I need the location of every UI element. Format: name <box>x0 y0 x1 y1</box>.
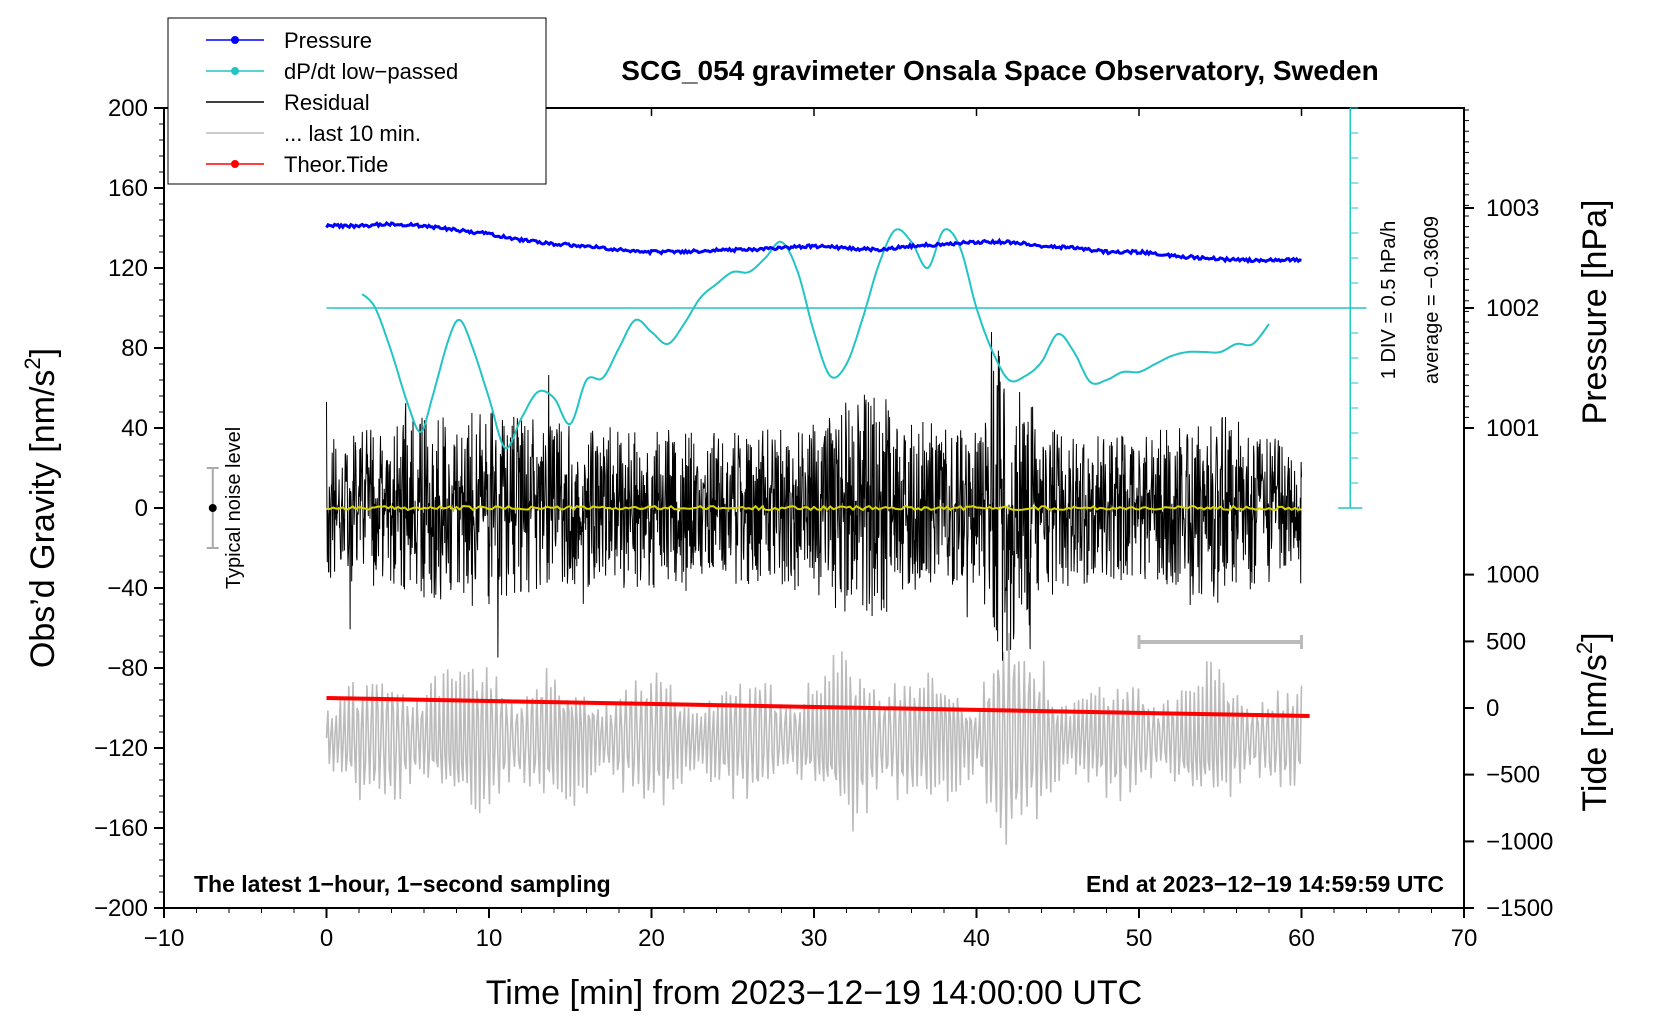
x-tick-label: 40 <box>963 925 990 952</box>
residual-series <box>326 331 1302 661</box>
chart-title: SCG_054 gravimeter Onsala Space Observat… <box>621 55 1378 86</box>
y-tick-label: 40 <box>121 415 148 442</box>
pressure-series <box>325 220 1302 265</box>
tide-axis-ticks: −1500 −1000 −500 0 500 1000 <box>1464 562 1553 922</box>
legend-box <box>167 17 547 185</box>
x-tick-label: 10 <box>476 925 503 952</box>
tide-tick-label: −1000 <box>1486 828 1553 855</box>
legend-marker <box>231 36 239 44</box>
tide-axis-label-end: ] <box>1576 632 1614 641</box>
y-tick-label: −80 <box>107 655 148 682</box>
legend-label: dP/dt low−passed <box>284 59 458 84</box>
y-tick-label: 160 <box>108 175 148 202</box>
tide-series <box>326 696 1310 718</box>
x-tick-label: 30 <box>801 925 828 952</box>
y-tick-label: −120 <box>94 735 148 762</box>
legend-label: Residual <box>284 90 370 115</box>
x-tick-label: 60 <box>1288 925 1315 952</box>
tide-tick-label: 0 <box>1486 695 1499 722</box>
noise-level-label: Typical noise level <box>223 427 245 589</box>
y-tick-label: 80 <box>121 335 148 362</box>
legend: Pressure dP/dt low−passed Residual ... last… <box>167 17 547 185</box>
tide-axis-label: Tide [nm/s2] <box>1572 632 1614 811</box>
pressure-axis-ticks: 1001 1002 1003 <box>1464 109 1539 442</box>
last-10-min-line <box>325 633 1303 845</box>
legend-marker <box>231 67 239 75</box>
tide-tick-label: −1500 <box>1486 895 1553 922</box>
x-tick-label: 0 <box>320 925 333 952</box>
legend-marker <box>231 160 239 168</box>
smoothed-residual-series <box>326 504 1302 512</box>
footer-right-label: End at 2023−12−19 14:59:59 UTC <box>1086 871 1444 897</box>
x-axis-label: Time [min] from 2023−12−19 14:00:00 UTC <box>486 974 1142 1012</box>
legend-label: Pressure <box>284 28 372 53</box>
pressure-tick-label: 1003 <box>1486 195 1539 222</box>
y-axis-ticks: −200 −160 −120 −80 −40 0 40 80 120 160 200 <box>94 95 164 922</box>
y-tick-label: −160 <box>94 815 148 842</box>
y-axis-label-end: ] <box>24 348 62 357</box>
tide-axis-label-sup: 2 <box>1572 642 1597 654</box>
y-axis-label-main: Obs’d Gravity [nm/s <box>24 370 62 669</box>
y-tick-label: 200 <box>108 95 148 122</box>
dpdt-series <box>326 107 1367 509</box>
y-tick-label: −40 <box>107 575 148 602</box>
y-axis-label: Obs’d Gravity [nm/s2] <box>20 348 62 668</box>
tide-axis-label-main: Tide [nm/s <box>1576 654 1614 811</box>
dpdt-line <box>361 228 1270 450</box>
x-tick-label: 70 <box>1451 925 1478 952</box>
last-10-min-series <box>325 633 1303 845</box>
x-tick-label: −10 <box>144 925 185 952</box>
residual-line <box>326 331 1302 661</box>
pressure-tick-label: 1002 <box>1486 295 1539 322</box>
y-tick-label: −200 <box>94 895 148 922</box>
x-tick-label: 50 <box>1126 925 1153 952</box>
tide-tick-label: 500 <box>1486 628 1526 655</box>
legend-label: ... last 10 min. <box>284 121 421 146</box>
y-tick-label: 0 <box>135 495 148 522</box>
pressure-axis-label: Pressure [hPa] <box>1576 200 1614 425</box>
x-tick-label: 20 <box>638 925 665 952</box>
footer-left-label: The latest 1−hour, 1−second sampling <box>194 871 611 897</box>
pressure-tick-label: 1001 <box>1486 415 1539 442</box>
pressure-line <box>325 220 1302 265</box>
tide-tick-label: −500 <box>1486 762 1540 789</box>
tide-tick-label: 1000 <box>1486 562 1539 589</box>
y-tick-label: 120 <box>108 255 148 282</box>
annotations <box>206 467 1303 649</box>
tide-line <box>326 696 1310 718</box>
dpdt-scale-label: 1 DIV = 0.5 hPa/h <box>1378 221 1400 379</box>
y-axis-label-sup: 2 <box>20 357 45 369</box>
noise-bar-dot <box>208 504 217 512</box>
smoothed-residual-line <box>326 504 1302 512</box>
x-axis-ticks: −10 0 10 20 30 40 50 60 70 <box>144 108 1478 952</box>
dpdt-average-label: average = −0.3609 <box>1421 216 1443 384</box>
legend-label: Theor.Tide <box>284 152 388 177</box>
